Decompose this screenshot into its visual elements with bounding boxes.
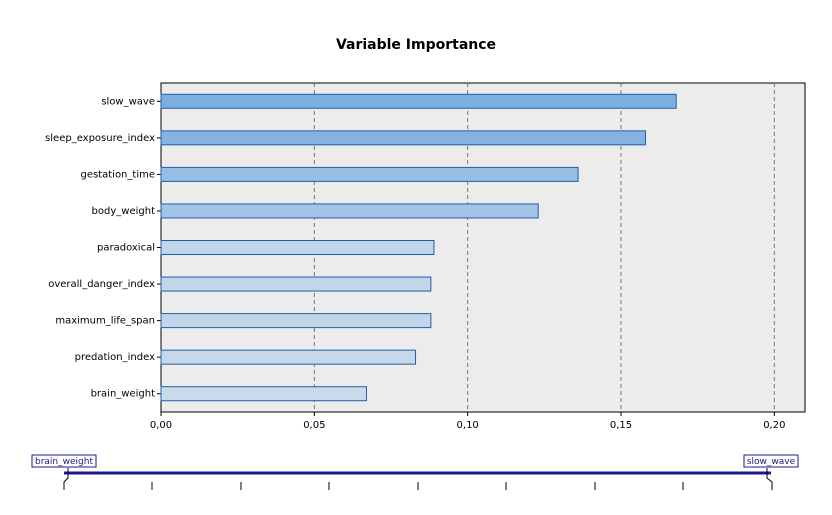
x-tick-label: 0,15 <box>610 420 632 431</box>
slider-min-box[interactable] <box>31 454 97 468</box>
slider-max-label: slow_wave <box>747 457 796 467</box>
bar <box>160 386 367 402</box>
bar <box>160 349 417 365</box>
bar <box>160 203 539 219</box>
y-tick-label: gestation_time <box>80 169 155 180</box>
y-tick-label: sleep_exposure_index <box>45 133 155 144</box>
bar <box>160 130 647 146</box>
bar <box>160 93 677 109</box>
bar <box>160 276 432 292</box>
range-slider[interactable]: brain_weight slow_wave <box>31 454 799 490</box>
y-tick-label: paradoxical <box>97 243 155 254</box>
y-tick-label: maximum_life_span <box>55 316 155 327</box>
y-tick-label: brain_weight <box>91 389 155 400</box>
x-tick-label: 0,05 <box>303 420 325 431</box>
y-tick-label: overall_danger_index <box>48 279 155 290</box>
y-tick-label: body_weight <box>92 206 156 217</box>
x-tick-label: 0,20 <box>763 420 785 431</box>
bar <box>160 240 435 255</box>
x-tick-label: 0,00 <box>150 420 172 431</box>
y-tick-label: slow_wave <box>101 96 155 107</box>
bar <box>160 313 432 329</box>
slider-max-box[interactable] <box>743 454 799 468</box>
chart-title: Variable Importance <box>336 37 496 53</box>
y-tick-label: predation_index <box>75 352 155 363</box>
x-tick-label: 0,10 <box>457 420 479 431</box>
bar <box>160 166 579 182</box>
slider-min-label: brain_weight <box>35 457 93 467</box>
slider-ticks <box>63 468 773 490</box>
